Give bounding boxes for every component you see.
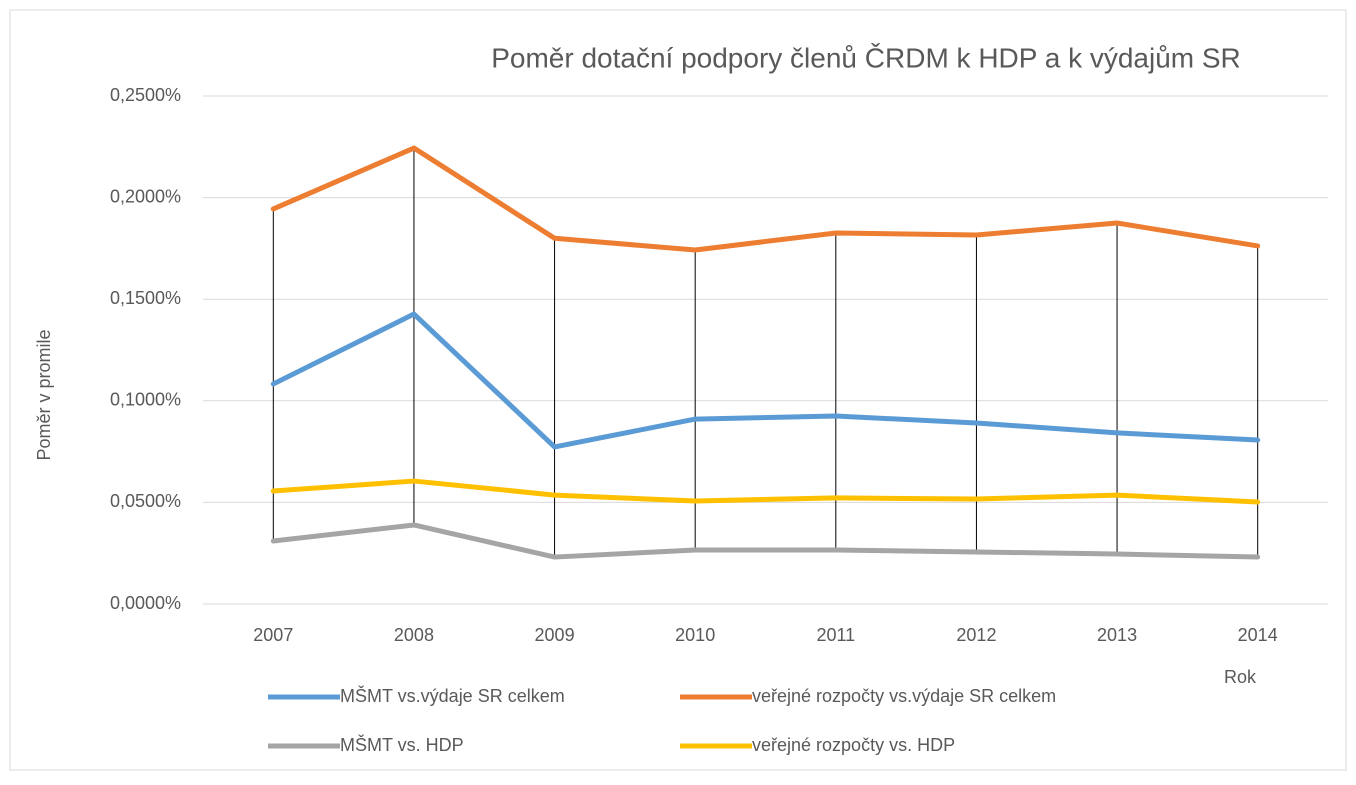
y-tick-label: 0,2500% — [110, 85, 181, 105]
x-tick-label: 2011 — [816, 625, 855, 645]
series-line — [270, 311, 1261, 450]
chart-title: Poměr dotační podpory členů ČRDM k HDP a… — [491, 42, 1241, 73]
y-tick-label: 0,1000% — [110, 390, 181, 410]
x-tick-label: 2014 — [1238, 625, 1278, 645]
series-line — [270, 522, 1261, 560]
chart-border — [9, 9, 1347, 771]
series-line — [270, 478, 1261, 505]
x-tick-label: 2007 — [253, 625, 293, 645]
y-tick-label: 0,0000% — [110, 593, 181, 613]
legend-label: MŠMT vs. HDP — [340, 734, 464, 755]
legend-label: MŠMT vs.výdaje SR celkem — [340, 685, 565, 706]
x-tick-label: 2008 — [394, 625, 434, 645]
legend-label: veřejné rozpočty vs.výdaje SR celkem — [752, 686, 1056, 706]
y-axis-label: Poměr v promile — [34, 329, 54, 460]
y-tick-label: 0,2000% — [110, 186, 181, 206]
legend-label: veřejné rozpočty vs. HDP — [752, 735, 955, 755]
x-tick-label: 2009 — [535, 625, 575, 645]
x-axis-label: Rok — [1224, 667, 1257, 687]
x-tick-label: 2010 — [675, 625, 715, 645]
y-tick-label: 0,0500% — [110, 491, 181, 511]
y-tick-label: 0,1500% — [110, 288, 181, 308]
x-tick-label: 2012 — [956, 625, 996, 645]
series-line — [270, 145, 1261, 253]
x-tick-label: 2013 — [1097, 625, 1137, 645]
